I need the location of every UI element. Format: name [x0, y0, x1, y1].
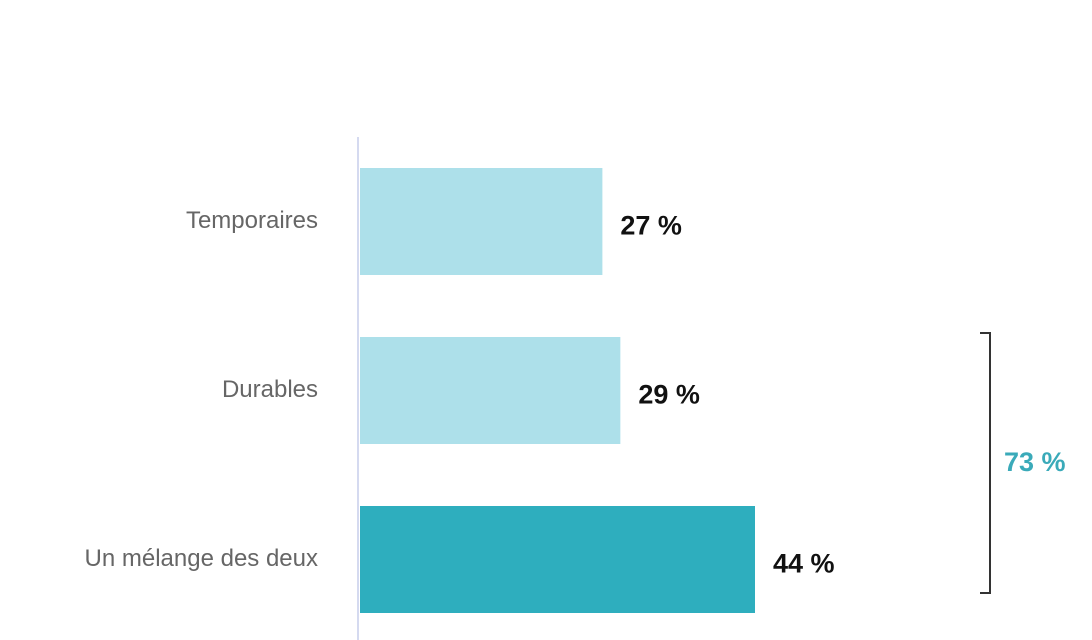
bar	[360, 337, 621, 444]
bar	[360, 506, 755, 613]
category-label: Temporaires	[186, 207, 318, 234]
value-label: 27 %	[620, 211, 682, 241]
category-label: Un mélange des deux	[85, 545, 318, 572]
value-label: 44 %	[773, 549, 835, 579]
annotation: 73 %	[1004, 447, 1066, 477]
value-label: 29 %	[638, 380, 700, 410]
bracket	[980, 332, 991, 594]
bar	[360, 168, 603, 275]
category-label: Durables	[222, 376, 318, 403]
